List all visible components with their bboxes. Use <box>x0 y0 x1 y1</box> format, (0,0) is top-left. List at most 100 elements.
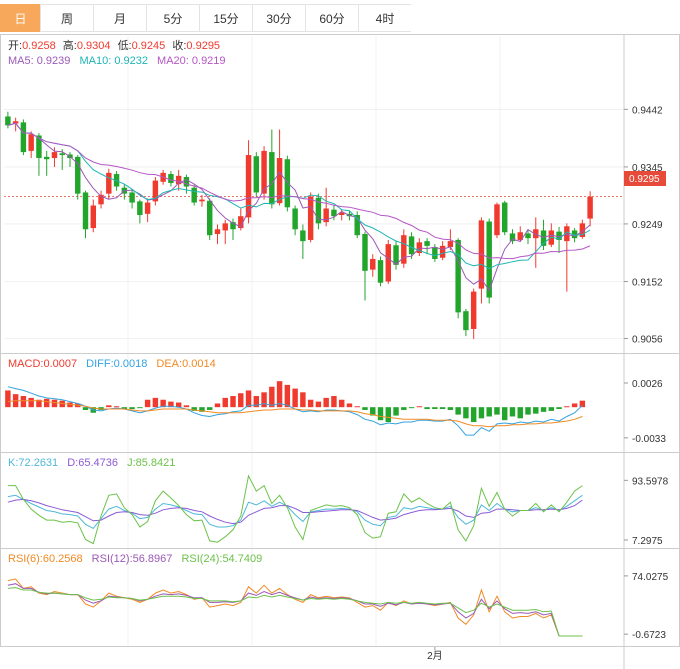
current-price-box <box>624 171 666 186</box>
ma10-line <box>7 122 591 270</box>
candle-body-55 <box>432 247 438 259</box>
kdj-tick-label-1: 7.2975 <box>632 536 663 547</box>
macd-bar-59 <box>463 407 469 419</box>
x-axis-label: 2月 <box>427 650 443 662</box>
rsi-tick-label-1: -0.6723 <box>632 630 666 641</box>
macd-bar-70 <box>548 407 555 411</box>
candle-body-62 <box>486 221 492 298</box>
candle-body-28 <box>222 223 228 231</box>
macd-bar-43 <box>338 399 345 408</box>
close-label: 收: <box>172 38 186 52</box>
candle-body-37 <box>292 208 298 230</box>
low-label: 低: <box>118 39 132 52</box>
candle-body-42 <box>331 209 337 217</box>
candle-body-59 <box>463 311 469 331</box>
macd-bar-4 <box>36 399 42 408</box>
diff-label: DIFF: <box>86 358 114 370</box>
ma20-label: MA20: <box>157 55 192 67</box>
candle-body-25 <box>199 199 205 202</box>
macd-bar-20 <box>160 399 166 408</box>
macd-bar-32 <box>253 396 260 408</box>
macd-bar-29 <box>230 396 236 408</box>
ma5-line <box>7 122 591 292</box>
j-label: J: <box>127 457 136 469</box>
chart-area: 开:0.9258 高:0.9304 低:0.9245 收:0.9295 MA5:… <box>0 34 680 669</box>
macd-bar-13 <box>106 405 112 408</box>
macd-bar-34 <box>269 386 275 408</box>
macd-bar-36 <box>284 384 291 408</box>
macd-tick-label-1: -0.0033 <box>632 434 666 445</box>
ma10-value: 0.9232 <box>114 55 148 67</box>
macd-bar-25 <box>199 407 205 412</box>
tab-7[interactable]: 4时 <box>358 4 411 32</box>
tab-0[interactable]: 日 <box>0 4 40 32</box>
candle-body-66 <box>517 232 523 240</box>
macd-bar-38 <box>300 392 306 408</box>
tab-6[interactable]: 60分 <box>305 4 358 32</box>
macd-bar-26 <box>207 407 213 410</box>
price-tick-label-2: 0.9249 <box>632 220 663 231</box>
macd-bar-65 <box>509 407 516 417</box>
macd-bar-21 <box>168 401 174 408</box>
candle-body-18 <box>144 202 151 214</box>
macd-bar-27 <box>214 403 221 408</box>
rsi-axis-ticks: 74.0275 -0.6723 <box>624 572 669 641</box>
candle-body-26 <box>207 200 213 236</box>
macd-bar-64 <box>502 407 508 421</box>
rsi-readout: RSI(6):60.2568 RSI(12):56.8967 RSI(24):5… <box>8 553 262 565</box>
candle-body-41 <box>323 208 329 223</box>
rsi-tick-label-0: 74.0275 <box>632 572 669 583</box>
candle-body-50 <box>393 245 399 265</box>
macd-bar-61 <box>478 407 485 419</box>
tab-5[interactable]: 30分 <box>252 4 305 32</box>
macd-bar-39 <box>307 399 314 408</box>
macd-bar-68 <box>533 407 539 414</box>
tab-2[interactable]: 月 <box>93 4 146 32</box>
candle-body-19 <box>152 180 159 202</box>
candle-body-65 <box>509 233 516 242</box>
ma20-line <box>7 122 591 260</box>
macd-value: 0.0007 <box>43 358 77 370</box>
period-tabs: 日周月 5分 15分 30分 60分 4时 <box>0 0 680 34</box>
candle-body-2 <box>20 122 27 153</box>
rsi12-line <box>7 583 583 637</box>
tab-1[interactable]: 周 <box>40 4 93 32</box>
candle-body-9 <box>75 156 81 194</box>
candle-body-31 <box>245 155 252 218</box>
tab-4[interactable]: 15分 <box>199 4 252 32</box>
candle-body-35 <box>276 158 283 204</box>
macd-bar-22 <box>175 402 182 408</box>
candle-body-71 <box>556 231 562 240</box>
macd-bar-3 <box>28 397 34 408</box>
tab-3[interactable]: 5分 <box>146 4 199 32</box>
candle-body-64 <box>502 202 508 233</box>
panel-borders <box>0 34 680 669</box>
ma5-label: MA5: <box>8 55 37 67</box>
high-label: 高: <box>63 38 77 52</box>
macd-bar-60 <box>470 407 477 423</box>
current-price-label: 0.9295 <box>629 174 660 185</box>
rsi24-value: 54.7409 <box>222 553 262 565</box>
candle-body-58 <box>455 239 461 313</box>
price-tick-label-3: 0.9152 <box>632 278 663 289</box>
diff-value: 0.0018 <box>114 358 148 370</box>
rsi24-label: RSI(24): <box>181 553 222 565</box>
candle-body-5 <box>43 156 50 160</box>
macd-bar-19 <box>152 397 159 408</box>
candle-body-54 <box>424 241 430 246</box>
d-value: 65.4736 <box>78 457 118 469</box>
macd-bar-31 <box>245 390 252 408</box>
candle-body-7 <box>59 153 65 156</box>
candle-body-51 <box>401 235 407 264</box>
candle-body-48 <box>377 260 384 283</box>
rsi6-value: 60.2568 <box>43 553 83 565</box>
macd-bar-56 <box>439 407 446 410</box>
low-value: 0.9245 <box>132 40 166 52</box>
candle-body-46 <box>362 234 368 271</box>
macd-bar-5 <box>43 398 50 408</box>
candlestick-series <box>5 111 593 340</box>
candle-body-6 <box>51 152 58 159</box>
dea-value: 0.0014 <box>182 358 216 370</box>
candle-body-36 <box>284 159 291 208</box>
candle-body-75 <box>587 196 593 219</box>
